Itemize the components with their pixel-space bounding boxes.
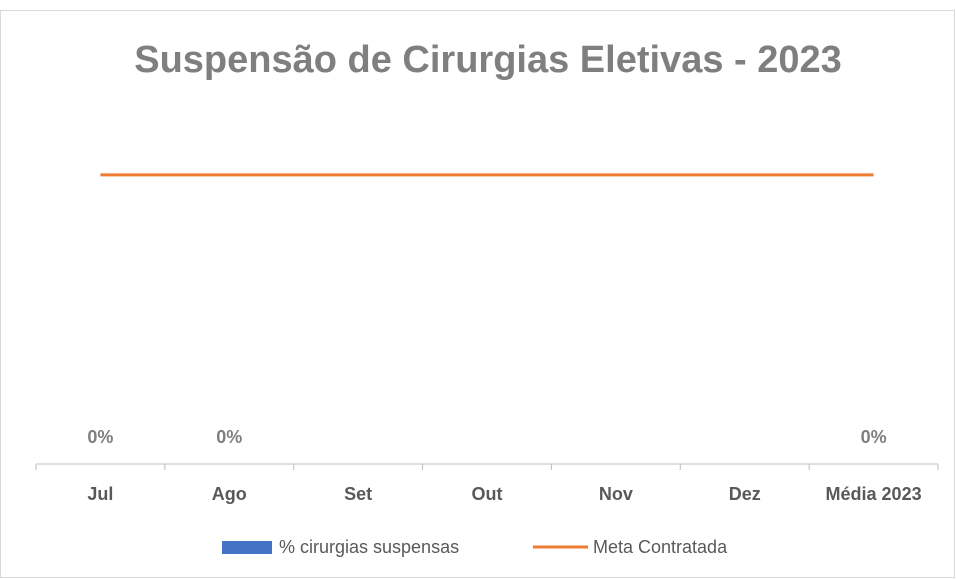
data-label: 0% bbox=[87, 427, 113, 447]
x-tick-label: Out bbox=[472, 484, 503, 504]
chart-border bbox=[0, 10, 955, 578]
data-label: 0% bbox=[216, 427, 242, 447]
chart-title: Suspensão de Cirurgias Eletivas - 2023 bbox=[134, 39, 842, 81]
legend-swatch bbox=[222, 541, 272, 554]
data-label: 0% bbox=[861, 427, 887, 447]
x-tick-label: Dez bbox=[729, 484, 761, 504]
x-tick-label: Set bbox=[344, 484, 372, 504]
legend-label: Meta Contratada bbox=[593, 537, 728, 557]
x-tick-label: Jul bbox=[87, 484, 113, 504]
x-tick-label: Nov bbox=[599, 484, 633, 504]
x-tick-label: Ago bbox=[212, 484, 247, 504]
legend-label: % cirurgias suspensas bbox=[279, 537, 459, 557]
x-tick-label: Média 2023 bbox=[826, 484, 922, 504]
